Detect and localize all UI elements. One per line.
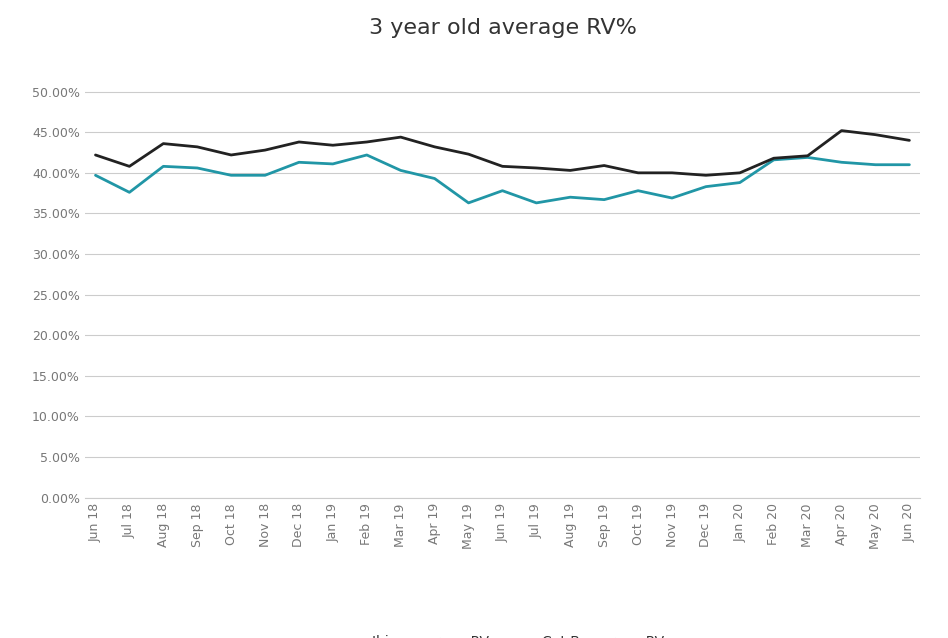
Cat B average RV	[666, 169, 678, 177]
Ibiza average RV	[428, 175, 440, 182]
Ibiza average RV	[565, 193, 576, 201]
Ibiza average RV	[191, 164, 203, 172]
Cat B average RV	[836, 127, 848, 135]
Cat B average RV	[361, 138, 373, 146]
Cat B average RV	[768, 154, 779, 162]
Ibiza average RV	[361, 151, 373, 159]
Title: 3 year old average RV%: 3 year old average RV%	[369, 19, 636, 38]
Ibiza average RV	[701, 183, 712, 191]
Ibiza average RV	[869, 161, 881, 168]
Legend: Ibiza average RV, Cat B average RV: Ibiza average RV, Cat B average RV	[335, 630, 670, 638]
Ibiza average RV	[836, 158, 848, 166]
Cat B average RV	[157, 140, 169, 147]
Ibiza average RV	[463, 199, 474, 207]
Cat B average RV	[428, 143, 440, 151]
Ibiza average RV	[395, 167, 407, 174]
Cat B average RV	[191, 143, 203, 151]
Cat B average RV	[802, 152, 813, 160]
Cat B average RV	[869, 131, 881, 138]
Cat B average RV	[293, 138, 304, 146]
Cat B average RV	[531, 164, 542, 172]
Ibiza average RV	[157, 163, 169, 170]
Cat B average RV	[463, 151, 474, 158]
Cat B average RV	[734, 169, 745, 177]
Ibiza average RV	[226, 172, 237, 179]
Cat B average RV	[632, 169, 644, 177]
Cat B average RV	[260, 146, 271, 154]
Ibiza average RV	[90, 172, 101, 179]
Cat B average RV	[565, 167, 576, 174]
Ibiza average RV	[666, 194, 678, 202]
Cat B average RV	[598, 161, 610, 169]
Ibiza average RV	[497, 187, 508, 195]
Ibiza average RV	[802, 154, 813, 161]
Line: Ibiza average RV: Ibiza average RV	[96, 155, 909, 203]
Ibiza average RV	[734, 179, 745, 186]
Cat B average RV	[903, 137, 915, 144]
Cat B average RV	[497, 163, 508, 170]
Ibiza average RV	[632, 187, 644, 195]
Ibiza average RV	[531, 199, 542, 207]
Cat B average RV	[90, 151, 101, 159]
Ibiza average RV	[903, 161, 915, 168]
Ibiza average RV	[768, 156, 779, 164]
Cat B average RV	[701, 172, 712, 179]
Cat B average RV	[226, 151, 237, 159]
Ibiza average RV	[327, 160, 338, 168]
Ibiza average RV	[598, 196, 610, 204]
Ibiza average RV	[260, 172, 271, 179]
Ibiza average RV	[293, 158, 304, 166]
Line: Cat B average RV: Cat B average RV	[96, 131, 909, 175]
Cat B average RV	[395, 133, 407, 141]
Cat B average RV	[327, 142, 338, 149]
Cat B average RV	[124, 163, 136, 170]
Ibiza average RV	[124, 188, 136, 196]
